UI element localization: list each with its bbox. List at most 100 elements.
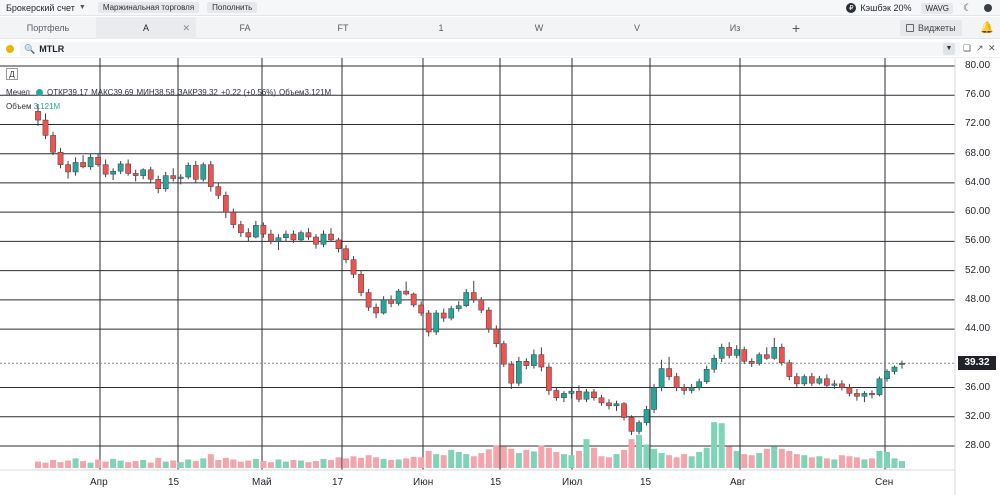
legend-open: ОТКР39.17	[46, 88, 89, 97]
candle-body	[666, 368, 672, 377]
candle-body	[177, 176, 184, 179]
tab-5[interactable]: W	[490, 17, 588, 39]
chevron-down-icon: ▼	[78, 4, 86, 11]
volume-bar	[726, 446, 733, 468]
volume-bar	[778, 448, 785, 468]
candle-body	[42, 119, 49, 136]
volume-bar	[590, 447, 597, 468]
candle-body	[162, 175, 169, 190]
symbol-bar: 🔍 MTLR ▼ ❏ ↗ ✕	[0, 40, 1000, 58]
chevron-down-icon[interactable]: ▼	[943, 43, 955, 55]
candle-body	[260, 225, 267, 235]
tab-label: FA	[239, 23, 251, 33]
symbol-search-input[interactable]: 🔍 MTLR	[20, 42, 960, 56]
candle-body	[320, 233, 327, 245]
volume-bar	[35, 461, 41, 468]
candle-body	[395, 290, 402, 304]
favorite-icon[interactable]	[6, 44, 14, 53]
time-tick-label: 15	[168, 477, 180, 488]
add-tab-icon[interactable]: +	[792, 20, 801, 36]
close-tab-icon[interactable]: ✕	[182, 22, 190, 33]
bell-icon[interactable]: 🔔	[980, 22, 994, 34]
legend-high: МАКС39.69	[91, 88, 134, 97]
price-chart[interactable]: Д Мечел ОТКР39.17 МАКС39.69 МИН38.58 ЗАК…	[0, 58, 1000, 495]
volume-bar	[87, 462, 94, 468]
time-tick-label: Авг	[730, 477, 746, 488]
user-avatar-icon[interactable]	[984, 4, 992, 12]
volume-bar	[290, 460, 297, 468]
cashback-button[interactable]: ₽ Кэшбэк 20%	[846, 3, 911, 13]
volume-bar	[403, 458, 410, 468]
account-selector[interactable]: Брокерский счет ▼	[6, 3, 86, 13]
volume-bar	[80, 461, 87, 468]
deposit-button[interactable]: Пополнить	[207, 2, 258, 13]
volume-bar	[57, 462, 64, 468]
volume-bar	[478, 453, 485, 468]
candle-body	[628, 417, 635, 432]
volume-bar	[177, 462, 184, 468]
tab-4[interactable]: 1	[392, 17, 490, 39]
volume-bar	[771, 446, 778, 468]
candle-body	[824, 378, 830, 386]
volume-bar	[207, 454, 214, 468]
candle-body	[538, 354, 545, 368]
copy-icon[interactable]: ❏	[963, 43, 972, 53]
candle-body	[553, 390, 560, 399]
volume-bar	[658, 453, 665, 468]
tab-label: 1	[438, 23, 444, 33]
volume-bar	[267, 462, 274, 468]
widgets-button[interactable]: Виджеты	[900, 20, 962, 36]
candle-body	[433, 312, 440, 333]
volume-bar	[538, 445, 545, 468]
volume-bar	[110, 458, 117, 468]
volume-bar	[388, 460, 395, 468]
volume-bar	[170, 460, 177, 468]
price-tick-label: 48.00	[965, 293, 991, 305]
volume-bar	[42, 462, 49, 468]
tab-7[interactable]: Из	[686, 17, 784, 39]
volume-bar	[748, 455, 755, 468]
tab-6[interactable]: V	[588, 17, 686, 39]
candle-body	[170, 175, 177, 179]
candle-body	[155, 179, 162, 190]
tab-label: Портфель	[26, 23, 70, 33]
volume-bar	[365, 455, 372, 468]
volume-bar	[711, 422, 718, 468]
candle-body	[57, 151, 64, 165]
volume-bar	[493, 445, 500, 468]
popout-icon[interactable]: ↗	[976, 43, 984, 53]
volume-bar	[433, 454, 440, 468]
legend-change: +0.22 (+0.56%)	[220, 88, 277, 97]
chart-canvas[interactable]	[0, 58, 1000, 495]
legend-volume: Объем3.121M	[279, 88, 332, 97]
close-icon[interactable]: ✕	[988, 43, 996, 53]
tab-3[interactable]: FT	[294, 17, 392, 39]
candle-body	[861, 393, 868, 397]
volume-bar	[65, 460, 72, 468]
wavg-button[interactable]: WAVG	[921, 2, 954, 14]
candle-body	[95, 157, 101, 165]
candle-body	[72, 162, 79, 173]
candle-body	[816, 378, 823, 384]
top-bar: Брокерский счет ▼ Маржинальная торговля …	[0, 0, 1000, 16]
margin-trading-button[interactable]: Маржинальная торговля	[97, 2, 200, 13]
volume-legend: Объем 3.121M	[6, 102, 60, 111]
candle-body	[222, 195, 229, 213]
interval-button[interactable]: Д	[6, 68, 18, 80]
tab-0[interactable]: Портфель	[0, 17, 96, 39]
volume-bar	[568, 455, 575, 468]
candle-body	[726, 347, 733, 356]
volume-bar	[816, 456, 823, 468]
volume-bar	[733, 450, 740, 468]
tab-1[interactable]: A ✕	[96, 17, 196, 39]
volume-bar	[328, 460, 335, 468]
price-tick-label: 64.00	[965, 176, 991, 188]
candle-body	[290, 233, 297, 241]
candle-body	[87, 157, 94, 168]
tab-2[interactable]: FA	[196, 17, 294, 39]
moon-icon[interactable]: ☾	[963, 2, 972, 14]
volume-bar	[613, 454, 620, 468]
volume-bar	[440, 455, 447, 468]
volume-bar	[470, 456, 477, 468]
candle-body	[508, 363, 515, 384]
